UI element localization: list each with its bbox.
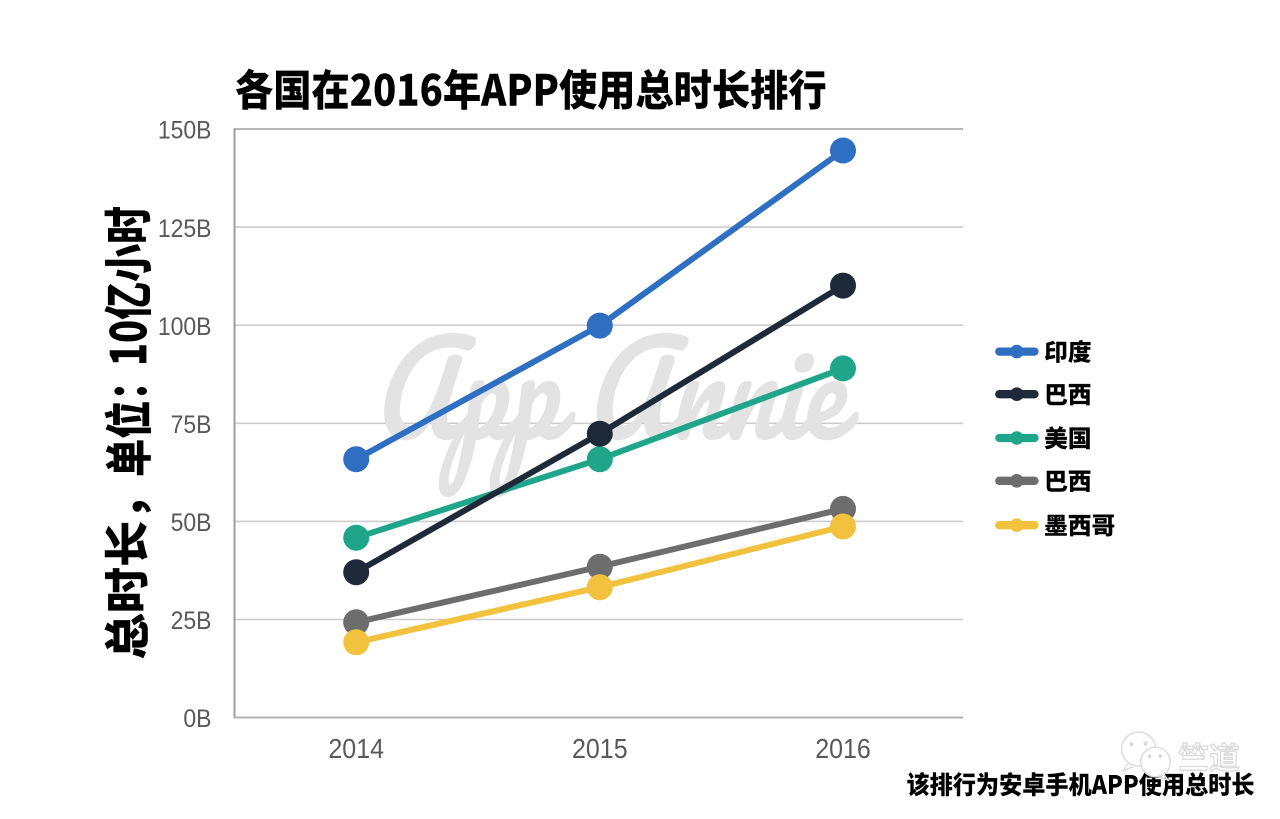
svg-text:125B: 125B: [158, 215, 212, 243]
svg-text:2015: 2015: [572, 733, 628, 764]
svg-text:150B: 150B: [158, 117, 212, 145]
svg-text:2014: 2014: [328, 733, 384, 764]
svg-text:50B: 50B: [171, 509, 212, 537]
svg-text:0B: 0B: [183, 705, 211, 733]
svg-text:75B: 75B: [171, 411, 212, 439]
svg-text:2016: 2016: [815, 733, 871, 764]
svg-text:100B: 100B: [158, 313, 212, 341]
svg-text:25B: 25B: [171, 607, 212, 635]
